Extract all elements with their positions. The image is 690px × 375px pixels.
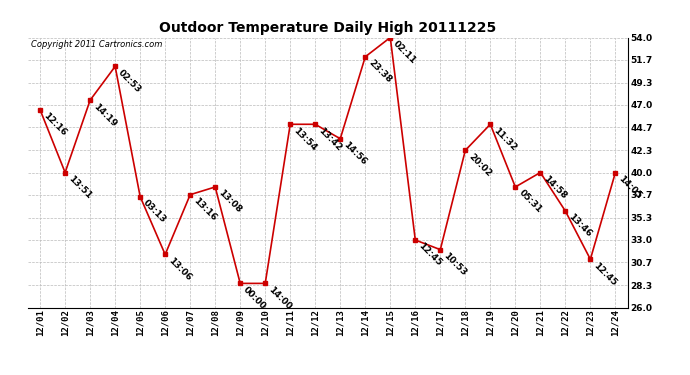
Text: 12:45: 12:45: [592, 261, 618, 287]
Text: 13:16: 13:16: [192, 196, 218, 223]
Text: 00:00: 00:00: [241, 285, 268, 311]
Text: 20:02: 20:02: [466, 152, 493, 178]
Title: Outdoor Temperature Daily High 20111225: Outdoor Temperature Daily High 20111225: [159, 21, 496, 35]
Text: 13:54: 13:54: [292, 126, 318, 152]
Text: 12:45: 12:45: [417, 242, 444, 268]
Text: 13:51: 13:51: [66, 174, 93, 201]
Text: 14:19: 14:19: [92, 102, 118, 128]
Text: Copyright 2011 Cartronics.com: Copyright 2011 Cartronics.com: [30, 40, 162, 49]
Text: 23:38: 23:38: [366, 58, 393, 85]
Text: 02:11: 02:11: [392, 39, 418, 65]
Text: 14:00: 14:00: [266, 285, 293, 311]
Text: 02:53: 02:53: [117, 68, 143, 94]
Text: 13:46: 13:46: [566, 213, 593, 239]
Text: 13:42: 13:42: [317, 126, 344, 152]
Text: 14:58: 14:58: [542, 174, 569, 201]
Text: 14:05: 14:05: [617, 174, 643, 201]
Text: 03:13: 03:13: [141, 198, 168, 225]
Text: 05:31: 05:31: [517, 188, 543, 215]
Text: 14:56: 14:56: [342, 140, 368, 167]
Text: 11:32: 11:32: [492, 126, 518, 152]
Text: 10:53: 10:53: [442, 251, 469, 278]
Text: 13:06: 13:06: [166, 256, 193, 282]
Text: 12:16: 12:16: [41, 111, 68, 138]
Text: 13:08: 13:08: [217, 188, 243, 215]
